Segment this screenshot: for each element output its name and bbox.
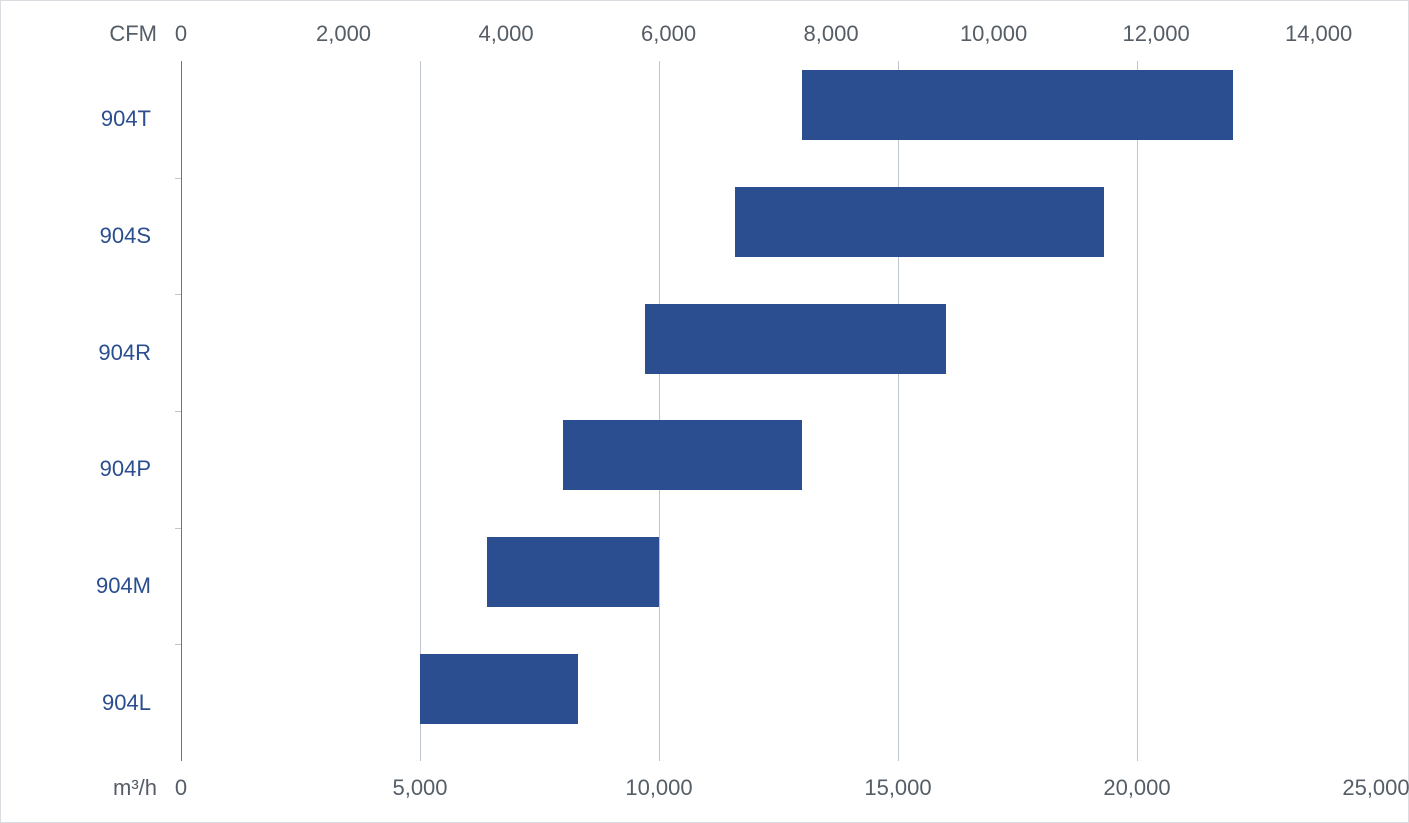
y-row-tick	[175, 644, 181, 645]
gridline	[659, 61, 660, 761]
x-bottom-tick-label: 15,000	[864, 775, 931, 801]
y-row-tick	[175, 178, 181, 179]
x-axis-top-title: CFM	[109, 21, 157, 47]
x-bottom-tick-label: 0	[175, 775, 187, 801]
x-top-tick-label: 2,000	[316, 21, 371, 47]
x-top-tick-label: 12,000	[1122, 21, 1189, 47]
range-bar	[735, 187, 1103, 257]
range-bar	[563, 420, 802, 490]
y-category-label: 904M	[96, 573, 151, 599]
y-row-tick	[175, 411, 181, 412]
range-bar	[645, 304, 946, 374]
gridline	[1137, 61, 1138, 761]
y-category-label: 904R	[98, 340, 151, 366]
x-top-tick-label: 6,000	[641, 21, 696, 47]
y-axis-baseline	[181, 61, 182, 761]
range-bar	[420, 654, 578, 724]
plot-area: CFM m³/h 05,00010,00015,00020,00025,0000…	[181, 61, 1376, 761]
gridline	[898, 61, 899, 761]
y-category-label: 904S	[100, 223, 151, 249]
x-bottom-tick-label: 20,000	[1103, 775, 1170, 801]
y-row-tick	[175, 528, 181, 529]
x-axis-bottom-title: m³/h	[113, 775, 157, 801]
y-category-label: 904L	[102, 690, 151, 716]
x-top-tick-label: 0	[175, 21, 187, 47]
x-bottom-tick-label: 5,000	[392, 775, 447, 801]
x-top-tick-label: 10,000	[960, 21, 1027, 47]
chart-frame: CFM m³/h 0 5,000 10,000 15,000 20,000 25,000 0…	[0, 0, 1409, 823]
x-top-tick-label: 8,000	[804, 21, 859, 47]
x-top-tick-label: 4,000	[479, 21, 534, 47]
x-bottom-tick-label: 25,000	[1342, 775, 1409, 801]
x-top-tick-label: 14,000	[1285, 21, 1352, 47]
range-bar	[487, 537, 659, 607]
y-category-label: 904P	[100, 456, 151, 482]
y-row-tick	[175, 294, 181, 295]
x-bottom-tick-label: 10,000	[625, 775, 692, 801]
range-bar	[802, 70, 1232, 140]
y-category-label: 904T	[101, 106, 151, 132]
